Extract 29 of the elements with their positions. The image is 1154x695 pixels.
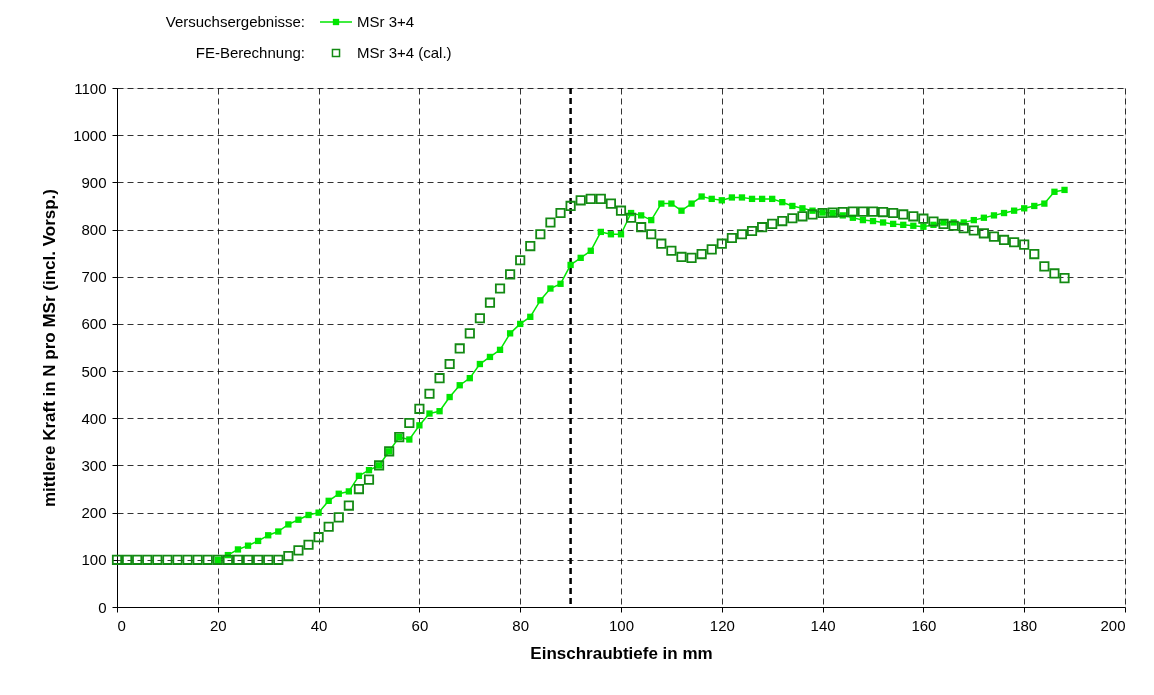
y-tick-label: 500 [81,362,107,380]
text: Versuchsergebnisse: [165,13,305,30]
x-tick-label: 160 [911,616,937,634]
y-tick-label: 1000 [73,126,107,144]
y-tick-label: 700 [81,268,107,286]
y-tick-label: 600 [81,315,107,333]
y-tick-label: 800 [81,221,107,239]
x-tick-label: 140 [810,616,836,634]
y-tick-label: 300 [81,456,107,474]
y-tick-label: 1100 [74,79,107,97]
x-tick-label: 0 [117,616,126,634]
x-tick-label: 60 [411,616,429,634]
x-tick-label: 180 [1012,616,1038,634]
legend-label: MSr 3+4 (cal.) [357,44,452,61]
x-tick-label: 100 [608,616,635,634]
y-tick-label: 400 [81,409,107,427]
x-tick-label: 40 [310,616,328,634]
legend-label: MSr 3+4 [357,13,415,30]
y-tick-label: 200 [81,504,107,522]
x-tick-label: 80 [512,616,530,634]
y-axis-title: mittlere Kraft in N pro MSr (incl. Vorsp.) [40,189,60,507]
y-tick-label: 900 [81,173,107,191]
x-tick-label: 120 [709,616,735,634]
y-tick-label: 100 [81,551,107,569]
x-tick-label: 200 [1100,616,1126,634]
x-axis-title: Einschraubtiefe in mm [530,643,713,663]
text: FE-Berechnung: [195,44,305,61]
y-tick-label: 0 [98,598,107,616]
x-tick-label: 20 [209,616,227,634]
